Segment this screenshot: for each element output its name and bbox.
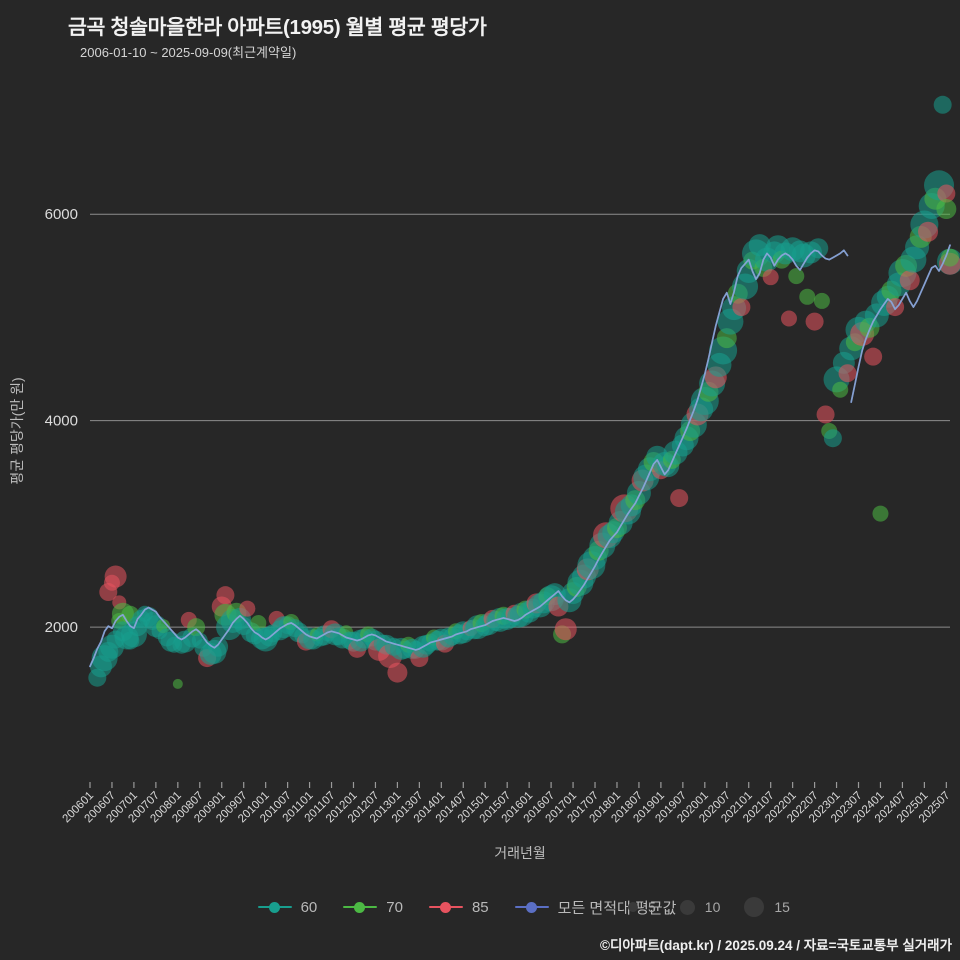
legend-entry-60[interactable]: 60 bbox=[257, 898, 318, 916]
legend-swatch-icon bbox=[514, 900, 549, 914]
y-axis-label: 평균 평당가(만 원) bbox=[9, 377, 25, 484]
data-bubble bbox=[808, 238, 829, 259]
size-legend-label: 5 bbox=[648, 899, 656, 915]
legend-entry-70[interactable]: 70 bbox=[343, 899, 403, 916]
data-bubble bbox=[816, 405, 835, 424]
data-bubble bbox=[172, 678, 183, 689]
bubbles-group bbox=[88, 95, 960, 689]
average-line-group bbox=[89, 244, 951, 668]
data-bubble bbox=[813, 292, 830, 309]
data-bubble bbox=[788, 268, 805, 285]
size-legend-dot bbox=[679, 899, 695, 915]
footer-credit: ©디아파트(dapt.kr) / 2025.09.24 / 자료=국토교통부 실… bbox=[600, 938, 952, 953]
legend-swatch-icon bbox=[257, 900, 292, 914]
x-axis-ticks: 2006012006072007012007072008012008072009… bbox=[61, 782, 952, 825]
data-bubble bbox=[387, 662, 408, 683]
data-bubble bbox=[941, 248, 959, 267]
legend-label: 모든 면적대 평균값 bbox=[557, 899, 677, 917]
data-bubble bbox=[823, 429, 842, 448]
data-bubble bbox=[208, 636, 229, 657]
size-legend-entry-10: 10 bbox=[679, 899, 721, 915]
average-price-line bbox=[89, 244, 951, 668]
legend-entry-85[interactable]: 85 bbox=[428, 898, 489, 916]
data-bubble bbox=[216, 586, 235, 605]
size-legend-label: 10 bbox=[704, 899, 721, 915]
data-bubble bbox=[805, 312, 824, 331]
data-bubble bbox=[104, 565, 127, 588]
legend-label: 70 bbox=[386, 898, 403, 916]
data-bubble bbox=[872, 505, 889, 522]
chart-subtitle: 2006-01-10 ~ 2025-09-09(최근계약일) bbox=[80, 45, 297, 60]
data-bubble bbox=[762, 269, 779, 286]
legend-label: 85 bbox=[471, 898, 489, 916]
y-axis-ticks: 2000 4000 6000 bbox=[45, 206, 78, 636]
series-legend: 60 70 85 모든 면적대 평균값 bbox=[0, 890, 960, 924]
x-axis-label: 거래년월 bbox=[494, 845, 546, 861]
size-legend-dot bbox=[744, 897, 765, 917]
y-tick-label: 2000 bbox=[45, 619, 78, 636]
data-bubble bbox=[832, 381, 849, 398]
size-legend: 5 10 15 bbox=[628, 890, 814, 924]
data-bubble bbox=[799, 288, 816, 305]
data-bubble bbox=[918, 221, 939, 242]
data-bubble bbox=[670, 489, 689, 508]
data-bubble bbox=[936, 199, 957, 220]
data-bubble bbox=[864, 347, 883, 366]
size-legend-dot bbox=[628, 902, 638, 912]
legend-label: 60 bbox=[300, 898, 318, 916]
legend-swatch-icon bbox=[343, 900, 378, 914]
size-legend-entry-5: 5 bbox=[628, 899, 656, 915]
data-bubble bbox=[937, 184, 956, 203]
data-bubble bbox=[250, 615, 267, 632]
y-tick-label: 4000 bbox=[45, 413, 78, 430]
data-bubble bbox=[838, 364, 857, 383]
data-bubble bbox=[933, 95, 952, 114]
page-title: 금곡 청솔마을한라 아파트(1995) 월별 평균 평당가 bbox=[68, 16, 487, 39]
data-bubble bbox=[780, 310, 797, 327]
size-legend-label: 15 bbox=[774, 899, 790, 915]
data-bubble bbox=[732, 298, 751, 317]
y-tick-label: 6000 bbox=[45, 206, 78, 223]
size-legend-entry-15: 15 bbox=[744, 897, 790, 917]
average-price-line-highlight bbox=[89, 244, 951, 668]
legend-swatch-icon bbox=[428, 900, 463, 914]
data-bubble bbox=[899, 270, 920, 291]
data-bubble bbox=[239, 600, 256, 617]
data-bubble bbox=[554, 618, 577, 641]
legend-entry-모든-면적대-평균값[interactable]: 모든 면적대 평균값 bbox=[514, 897, 677, 918]
